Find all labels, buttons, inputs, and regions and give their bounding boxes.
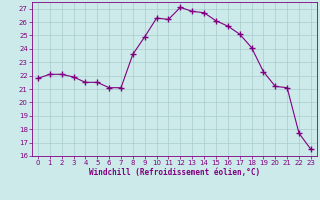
X-axis label: Windchill (Refroidissement éolien,°C): Windchill (Refroidissement éolien,°C) [89, 168, 260, 177]
